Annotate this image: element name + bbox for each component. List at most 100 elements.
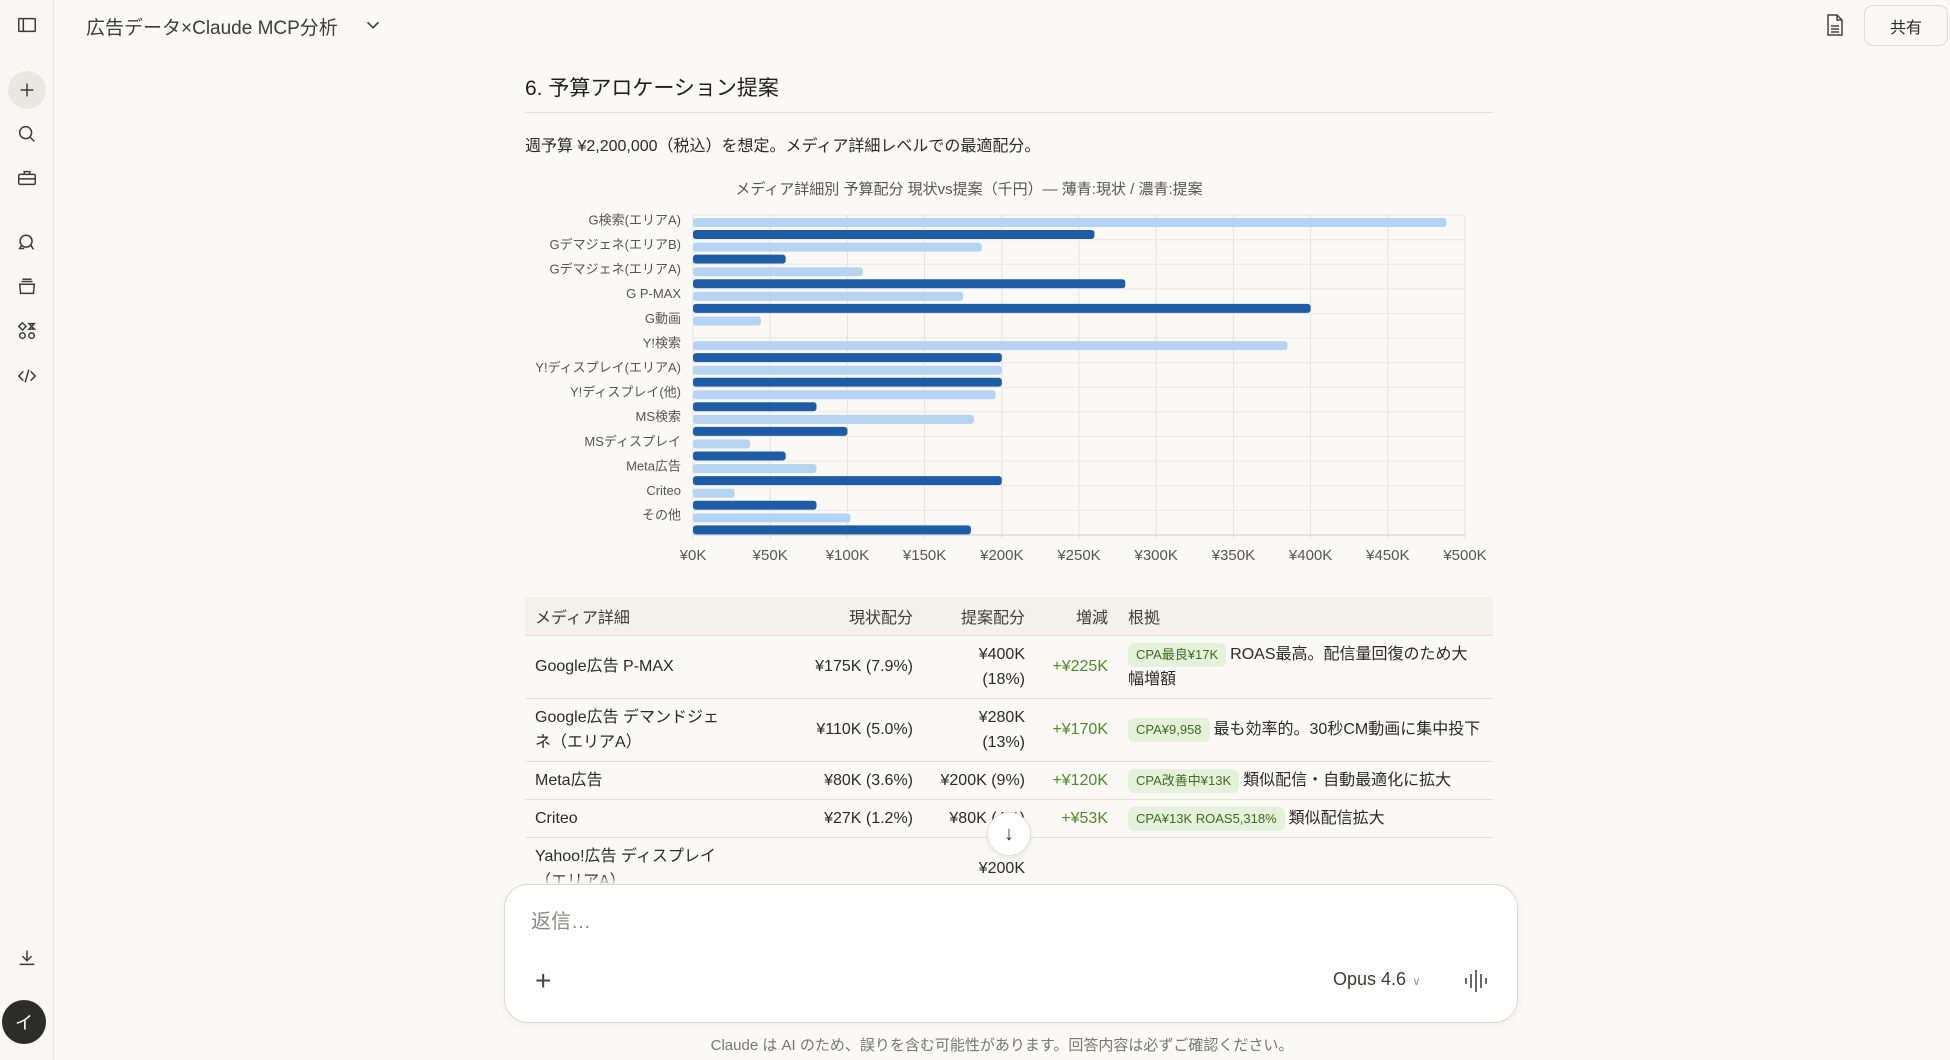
category-label: Y!ディスプレイ(エリアA) (535, 360, 681, 375)
reason-text: 類似配信拡大 (1288, 809, 1385, 827)
bar-proposed (693, 525, 971, 535)
chevron-down-icon[interactable] (362, 14, 384, 36)
document-icon[interactable] (1824, 13, 1846, 37)
sidebar-toggle-icon[interactable] (8, 6, 46, 44)
table-row: Google広告 P-MAX ¥175K (7.9%) ¥400K (18%) … (525, 635, 1493, 699)
x-tick-label: ¥500K (1442, 547, 1486, 564)
bar-proposed (693, 377, 1002, 387)
bar-current (693, 316, 761, 326)
chart-title: メディア詳細別 予算配分 現状vs提案（千円）— 薄青:現状 / 濃青:提案 (735, 180, 1202, 198)
header-current: 現状配分 (735, 597, 923, 636)
bar-current (693, 513, 851, 523)
allocation-table: メディア詳細 現状配分 提案配分 増減 根拠 Google広告 P-MAX ¥1… (525, 597, 1493, 901)
scroll-down-button[interactable]: ↓ (987, 812, 1031, 856)
bar-current (693, 341, 1288, 351)
bar-proposed (693, 451, 786, 461)
avatar[interactable]: イ (2, 1000, 46, 1044)
section-heading: 6. 予算アロケーション提案 (525, 77, 779, 100)
cell-change: +¥53K (1035, 799, 1118, 838)
model-name: Opus 4.6 (1333, 969, 1407, 989)
bar-current (693, 464, 817, 474)
chat-icon[interactable] (8, 224, 46, 262)
bar-proposed (693, 279, 1126, 289)
metric-badge: CPA¥13K ROAS5,318% (1128, 806, 1285, 831)
cell-reason: CPA¥13K ROAS5,318% 類似配信拡大 (1118, 799, 1493, 838)
x-tick-label: ¥50K (752, 547, 788, 564)
table-row: Meta広告 ¥80K (3.6%) ¥200K (9%) +¥120K CPA… (525, 761, 1493, 800)
share-button[interactable]: 共有 (1864, 5, 1948, 46)
category-label: Y!ディスプレイ(他) (570, 385, 681, 400)
cell-change: +¥225K (1035, 635, 1118, 699)
cell-current: ¥175K (7.9%) (735, 635, 923, 699)
x-tick-label: ¥0K (679, 547, 707, 564)
cell-reason: CPA¥9,958 最も効率的。30秒CM動画に集中投下 (1118, 698, 1493, 762)
reply-input[interactable] (531, 911, 1431, 934)
search-icon[interactable] (8, 115, 46, 153)
category-label: Gデマジェネ(エリアA) (550, 262, 681, 277)
cell-proposed: ¥200K (9%) (923, 761, 1035, 800)
plus-icon[interactable]: + (535, 965, 552, 996)
paragraph: 週予算 ¥2,200,000（税込）を想定。メディア詳細レベルでの最適配分。 (525, 138, 1041, 155)
cell-media: Meta広告 (525, 761, 735, 800)
x-tick-label: ¥250K (1056, 547, 1100, 564)
new-chat-button[interactable] (8, 71, 46, 109)
category-label: G P-MAX (626, 286, 681, 301)
x-tick-label: ¥200K (979, 547, 1023, 564)
bar-current (693, 439, 751, 449)
metric-badge: CPA¥9,958 (1128, 718, 1210, 742)
toolbox-icon[interactable] (8, 159, 46, 197)
cell-reason: CPA改善中¥13K 類似配信・自動最適化に拡大 (1118, 761, 1493, 800)
bar-proposed (693, 254, 786, 264)
chevron-down-icon: ∨ (1412, 974, 1421, 988)
category-label: G動画 (645, 311, 681, 326)
x-tick-label: ¥350K (1211, 547, 1255, 564)
category-label: Gデマジェネ(エリアB) (550, 237, 681, 252)
bar-current (693, 218, 1447, 227)
projects-icon[interactable] (8, 268, 46, 306)
bar-current (693, 242, 982, 252)
bar-current (693, 291, 964, 301)
bar-current (693, 267, 863, 277)
conversation-title[interactable]: 広告データ×Claude MCP分析 (86, 18, 338, 39)
composer: + Opus 4.6 ∨ (504, 884, 1518, 1023)
cell-current: ¥110K (5.0%) (735, 698, 923, 762)
bar-proposed (693, 476, 1002, 486)
reason-text: ROAS最高。配信量回復のため大幅増額 (1128, 645, 1468, 688)
metric-badge: CPA改善中¥13K (1128, 768, 1240, 793)
cell-reason: CPA最良¥17K ROAS最高。配信量回復のため大幅増額 (1118, 635, 1493, 699)
cell-current: ¥80K (3.6%) (735, 761, 923, 800)
x-tick-label: ¥150K (902, 547, 946, 564)
arrow-down-icon: ↓ (1004, 822, 1014, 845)
x-tick-label: ¥300K (1134, 547, 1178, 564)
download-icon[interactable] (8, 939, 46, 977)
reason-text: 類似配信・自動最適化に拡大 (1243, 771, 1452, 789)
table-header-row: メディア詳細 現状配分 提案配分 増減 根拠 (525, 597, 1493, 636)
cell-media: Criteo (525, 799, 735, 838)
bar-proposed (693, 353, 1002, 363)
cell-change: +¥120K (1035, 761, 1118, 800)
disclaimer: Claude は AI のため、誤りを含む可能性があります。回答内容は必ずご確認… (710, 1037, 1294, 1054)
bar-proposed (693, 426, 848, 436)
x-tick-label: ¥100K (825, 547, 869, 564)
header-proposed: 提案配分 (923, 597, 1035, 636)
model-selector[interactable]: Opus 4.6 ∨ (1333, 969, 1421, 990)
bar-current (693, 414, 975, 424)
bar-proposed (693, 402, 817, 412)
header-reason: 根拠 (1118, 597, 1493, 636)
cell-media: Google広告 デマンドジェネ（エリアA） (525, 698, 735, 762)
bar-current (693, 390, 996, 400)
divider (525, 112, 1493, 113)
x-tick-label: ¥450K (1365, 547, 1409, 564)
header-change: 増減 (1035, 597, 1118, 636)
cell-media: Google広告 P-MAX (525, 635, 735, 699)
artifacts-icon[interactable] (8, 312, 46, 350)
category-label: Criteo (646, 483, 681, 498)
voice-icon[interactable] (1463, 967, 1493, 995)
cell-current: ¥27K (1.2%) (735, 799, 923, 838)
category-label: MS検索 (635, 409, 681, 424)
x-tick-label: ¥400K (1288, 547, 1332, 564)
category-label: その他 (642, 508, 681, 523)
code-icon[interactable] (8, 357, 46, 395)
bar-current (693, 365, 1002, 375)
header-media: メディア詳細 (525, 597, 735, 636)
